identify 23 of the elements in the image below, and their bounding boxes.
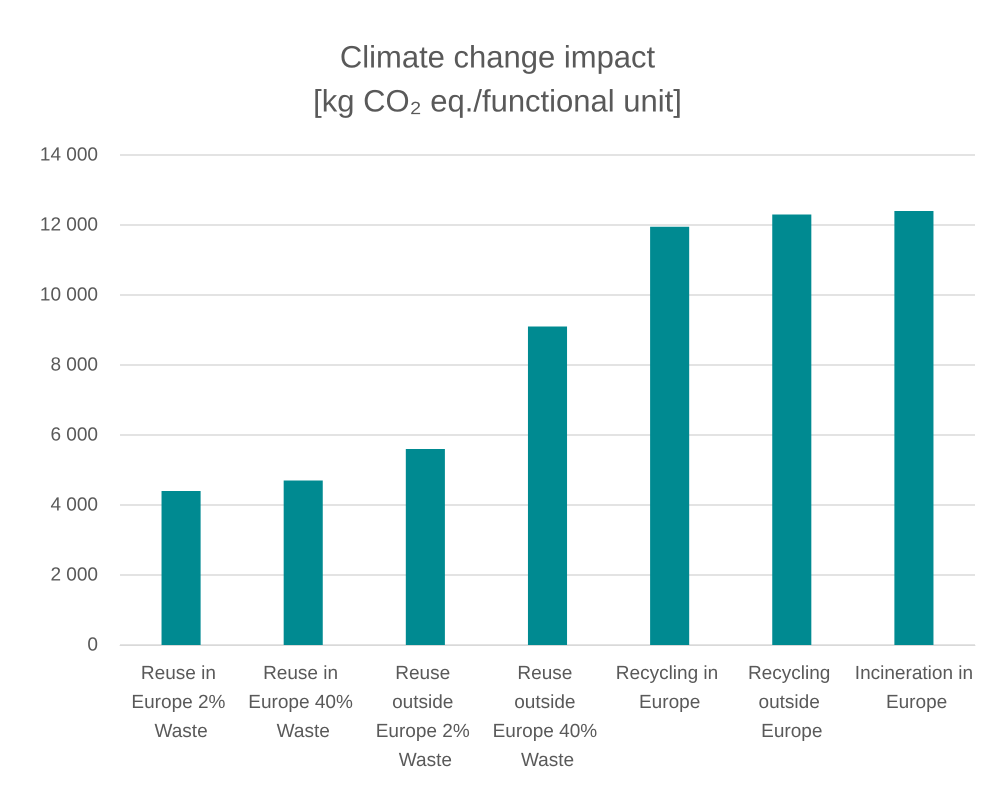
y-tick-label: 10 000 bbox=[40, 284, 98, 306]
bar bbox=[528, 326, 568, 645]
bar bbox=[284, 480, 323, 645]
chart-title: Climate change impact [kg CO₂ eq./functional unit] bbox=[313, 40, 682, 118]
x-tick-label: Reuse outside Europe 40% Waste bbox=[492, 663, 602, 771]
x-tick-label: Recycling outside Europe bbox=[748, 663, 836, 742]
x-tick-label: Incineration in Europe bbox=[854, 663, 974, 713]
y-tick-label: 12 000 bbox=[40, 214, 98, 236]
y-tick-label: 0 bbox=[87, 634, 98, 656]
y-tick-label: 8 000 bbox=[50, 354, 98, 376]
y-tick-label: 4 000 bbox=[50, 494, 98, 516]
y-tick-label: 14 000 bbox=[40, 144, 98, 166]
bar bbox=[772, 214, 812, 645]
bar bbox=[894, 211, 934, 645]
bar bbox=[406, 449, 445, 645]
y-tick-label: 6 000 bbox=[50, 424, 98, 446]
bar bbox=[650, 226, 690, 645]
bar bbox=[162, 491, 201, 645]
y-tick-label: 2 000 bbox=[50, 564, 98, 586]
x-tick-label: Reuse in Europe 2% Waste bbox=[131, 663, 231, 742]
x-tick-label: Reuse outside Europe 2% Waste bbox=[376, 663, 476, 771]
x-tick-label: Reuse in Europe 40% Waste bbox=[248, 663, 358, 742]
x-tick-label: Recycling in Europe bbox=[616, 663, 724, 713]
